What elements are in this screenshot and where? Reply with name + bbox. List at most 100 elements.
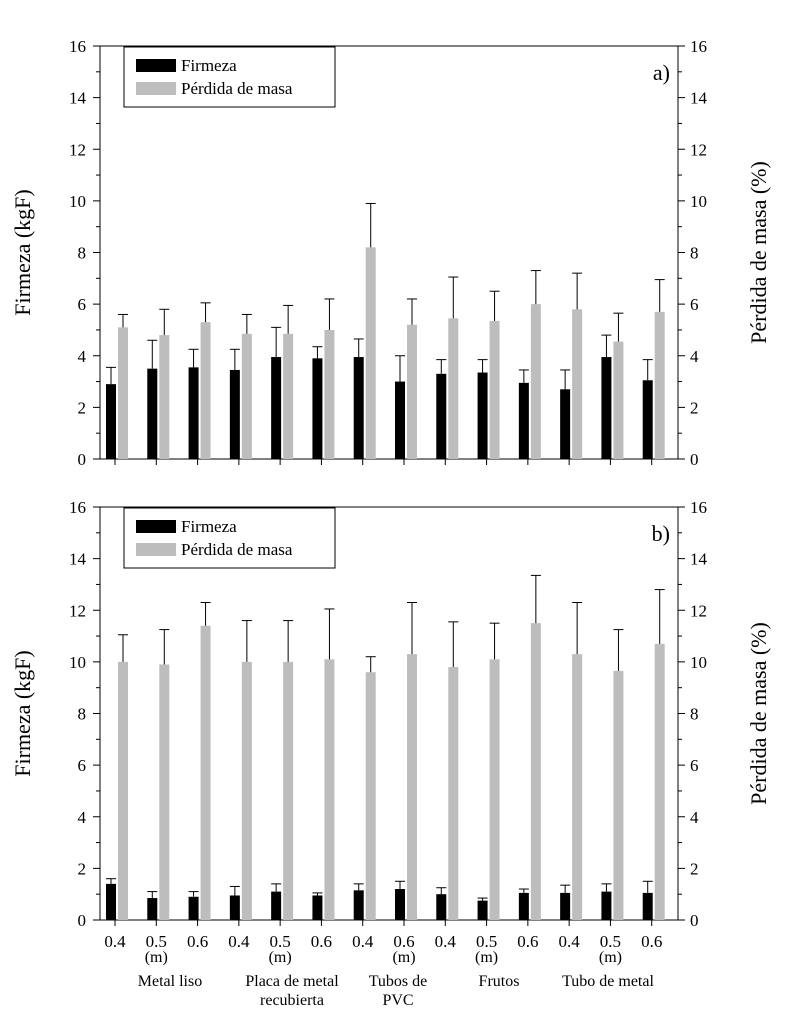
- x-tick-label: 0.5: [146, 932, 167, 951]
- bar-firmeza: [395, 889, 405, 920]
- x-group-label: Tubos de: [369, 973, 428, 990]
- y-axis-title-left: Firmeza (kgF): [10, 650, 35, 776]
- legend-swatch-firmeza: [136, 520, 176, 533]
- x-axis-labels: 0.4 0.5 0.6 0.4 0.5 0.6 0.4 0.6 0.4 0.5 0.6 0.4 0.5 0…: [104, 932, 662, 1009]
- x-tick-label: 0.6: [393, 932, 414, 951]
- bar-perdida-masa: [448, 318, 459, 459]
- bar-perdida-masa: [241, 333, 252, 459]
- bar-firmeza: [312, 358, 323, 459]
- y-tick-label-right: 16: [690, 37, 707, 56]
- y-tick-label-left: 4: [78, 808, 87, 827]
- bar-firmeza: [436, 373, 447, 459]
- bar-firmeza: [229, 369, 240, 459]
- panel-label: a): [653, 60, 670, 85]
- bar-firmeza: [518, 382, 529, 459]
- x-group-label: recubierta: [260, 992, 324, 1009]
- y-tick-label-left: 8: [78, 705, 87, 724]
- y-tick-label-left: 8: [78, 244, 87, 263]
- y-tick-label-right: 2: [690, 398, 699, 417]
- y-tick-label-right: 4: [690, 347, 699, 366]
- x-unit-label: (m): [145, 949, 168, 966]
- bar-perdida-masa: [530, 623, 541, 920]
- y-tick-label-right: 8: [690, 705, 699, 724]
- x-tick-label: 0.5: [600, 932, 621, 951]
- bar-firmeza: [642, 892, 653, 920]
- bar-firmeza: [353, 357, 364, 459]
- y-tick-label-right: 6: [690, 295, 699, 314]
- y-tick-label-left: 14: [69, 550, 87, 569]
- y-tick-label-left: 2: [78, 859, 87, 878]
- y-tick-label-left: 6: [78, 756, 87, 775]
- x-tick-label: 0.5: [476, 932, 497, 951]
- x-tick-label: 0.4: [352, 932, 374, 951]
- y-tick-label-right: 12: [690, 140, 707, 159]
- x-tick-label: 0.4: [435, 932, 457, 951]
- legend-swatch-perdida-masa: [136, 82, 176, 95]
- bar-perdida-masa: [324, 659, 335, 920]
- legend-swatch-firmeza: [136, 59, 176, 72]
- y-tick-label-left: 12: [69, 140, 86, 159]
- bar-firmeza: [271, 891, 282, 920]
- x-tick-label: 0.4: [104, 932, 126, 951]
- y-tick-label-right: 12: [690, 601, 707, 620]
- y-axis-title-right: Pérdida de masa (%): [746, 622, 771, 805]
- bar-perdida-masa: [613, 341, 624, 459]
- bar-firmeza: [518, 892, 529, 920]
- x-group-label: Placa de metal: [245, 973, 339, 990]
- panel-label: b): [652, 521, 670, 546]
- bar-perdida-masa: [241, 661, 252, 920]
- x-group-label: Frutos: [479, 973, 520, 990]
- bar-firmeza: [229, 895, 240, 920]
- bar-perdida-masa: [489, 320, 500, 459]
- bar-firmeza: [353, 890, 364, 920]
- bar-firmeza: [477, 900, 488, 920]
- bar-firmeza: [188, 896, 199, 920]
- x-group-label: PVC: [382, 992, 413, 1009]
- bar-perdida-masa: [654, 311, 665, 459]
- panel-b: 0 0 2 2 4 4 6 6 8 8 10 10 12 12 14 14 16 16 Firmeza (kgF) P…: [10, 498, 771, 930]
- y-tick-label-right: 0: [690, 911, 699, 930]
- bar-perdida-masa: [118, 327, 128, 459]
- bar-perdida-masa: [200, 322, 211, 459]
- bar-firmeza: [601, 891, 612, 920]
- y-axis-title-left: Firmeza (kgF): [10, 189, 35, 315]
- bar-firmeza: [601, 357, 612, 459]
- bar-perdida-masa: [365, 672, 376, 920]
- y-tick-label-right: 10: [690, 192, 707, 211]
- legend-label-firmeza: Firmeza: [181, 56, 237, 75]
- y-tick-label-right: 0: [690, 450, 699, 469]
- x-unit-label: (m): [392, 949, 415, 966]
- legend-box: [123, 46, 336, 108]
- bar-firmeza: [395, 381, 405, 459]
- y-tick-label-left: 4: [78, 347, 87, 366]
- y-tick-label-left: 0: [78, 450, 87, 469]
- panel-a: 0 0 2 2 4 4 6 6 8 8 10 10 12 12 14 14 16 16 Firmeza (kgF) P…: [10, 37, 771, 469]
- plot-frame: [99, 45, 679, 460]
- x-tick-label: 0.6: [311, 932, 332, 951]
- y-axis-title-right: Pérdida de masa (%): [746, 161, 771, 344]
- y-tick-label-right: 14: [690, 89, 708, 108]
- bar-perdida-masa: [530, 304, 541, 459]
- bar-perdida-masa: [324, 329, 335, 459]
- bar-firmeza: [188, 367, 199, 459]
- legend-label-firmeza: Firmeza: [181, 517, 237, 536]
- y-tick-label-left: 6: [78, 295, 87, 314]
- x-tick-label: 0.5: [270, 932, 291, 951]
- y-tick-label-left: 14: [69, 89, 87, 108]
- bar-perdida-masa: [365, 247, 376, 459]
- x-group-label: Tubo de metal: [562, 973, 654, 990]
- bar-perdida-masa: [283, 661, 294, 920]
- x-tick-label: 0.6: [641, 932, 662, 951]
- plot-frame: [99, 506, 679, 921]
- y-tick-label-right: 16: [690, 498, 707, 517]
- x-unit-label: (m): [599, 949, 622, 966]
- y-tick-label-right: 2: [690, 859, 699, 878]
- legend-swatch-perdida-masa: [136, 543, 176, 556]
- bar-perdida-masa: [572, 309, 583, 459]
- y-tick-label-left: 12: [69, 601, 86, 620]
- bar-firmeza: [147, 898, 158, 920]
- x-tick-label: 0.6: [517, 932, 538, 951]
- bar-perdida-masa: [407, 324, 417, 459]
- bar-firmeza: [436, 894, 447, 920]
